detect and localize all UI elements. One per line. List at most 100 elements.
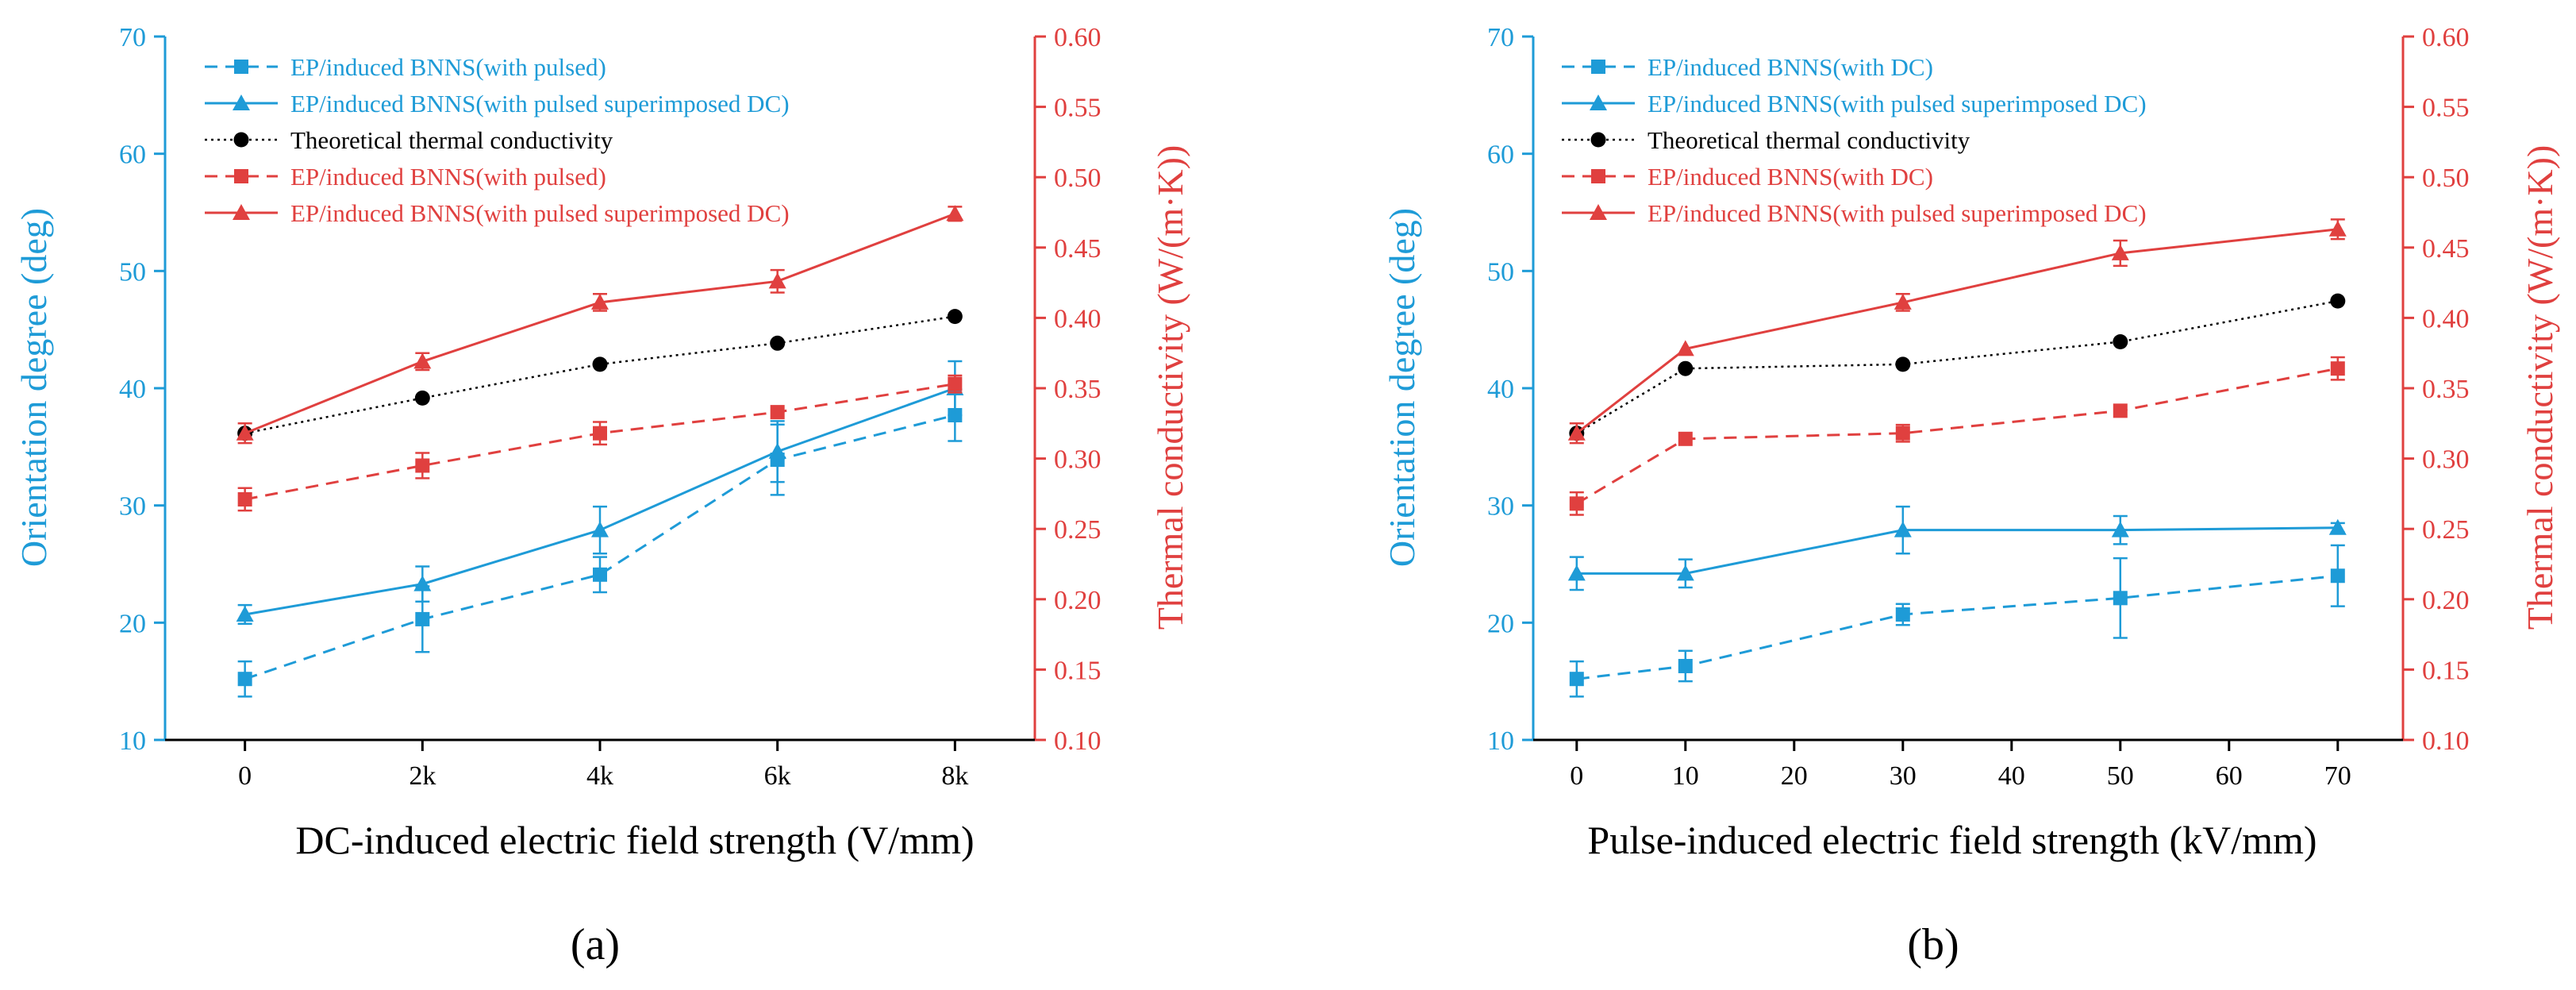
data-point-a-2 xyxy=(414,390,430,406)
data-point-b-0 xyxy=(2330,568,2345,584)
chart-panel-a: 0 2k 4k 6k 8k 10 20 30 40 50 60 70 0.10 0.15 0.20 0.25 0… xyxy=(13,23,1190,969)
legend-entry-b: EP/induced BNNS(with DC) xyxy=(1562,53,1933,81)
x-tick-label-b: 10 xyxy=(1672,761,1699,791)
y-right-tick-label-b: 0.20 xyxy=(2422,586,2470,615)
chart-panel-b: 0 10 20 30 40 50 60 70 10 20 30 40 50 60 70 0.10 0.15 0.2… xyxy=(1382,23,2560,969)
legend-entry-b: EP/induced BNNS(with pulsed superimposed… xyxy=(1562,90,2147,117)
y-left-tick-label-b: 60 xyxy=(1487,141,1514,170)
y-left-tick-label-a: 50 xyxy=(119,257,146,287)
y-left-tick-label-b: 10 xyxy=(1487,726,1514,756)
y-left-tick-label-a: 60 xyxy=(119,141,146,170)
data-point-b-2 xyxy=(1678,360,1694,376)
y-axis-left-title-b: Orientation degree (deg) xyxy=(1382,208,1422,567)
y-left-tick-label-a: 70 xyxy=(119,23,146,52)
data-point-b-1 xyxy=(2328,518,2347,535)
legend-marker-a xyxy=(233,94,250,110)
data-point-b-1 xyxy=(2111,521,2129,537)
y-right-tick-label-a: 0.40 xyxy=(1054,304,1102,333)
x-tick-label-b: 20 xyxy=(1781,761,1808,791)
y-left-tick-label-a: 10 xyxy=(119,726,146,756)
data-point-a-3 xyxy=(948,376,963,391)
y-left-tick-label-b: 50 xyxy=(1487,257,1514,287)
y-left-tick-label-b: 20 xyxy=(1487,609,1514,638)
data-point-a-1 xyxy=(413,575,432,591)
x-tick-label-a: 4k xyxy=(586,761,613,791)
legend-marker-b xyxy=(1591,169,1605,183)
y-right-tick-label-b: 0.30 xyxy=(2422,445,2470,475)
y-right-tick-label-a: 0.25 xyxy=(1054,515,1102,545)
series-b-0 xyxy=(1569,544,2345,698)
data-point-a-1 xyxy=(768,442,786,459)
series-line-a-2 xyxy=(244,315,955,434)
legend-b: EP/induced BNNS(with DC) EP/induced BNNS(… xyxy=(1562,53,2147,227)
legend-label-a: Theoretical thermal conductivity xyxy=(290,126,613,154)
panel-label-a: (a) xyxy=(571,920,620,969)
y-right-tick-label-b: 0.45 xyxy=(2422,234,2470,264)
legend-marker-b xyxy=(1590,132,1606,148)
data-point-a-3 xyxy=(593,426,607,441)
data-point-b-0 xyxy=(2113,591,2128,606)
y-left-tick-label-a: 20 xyxy=(119,609,146,638)
legend-label-b: Theoretical thermal conductivity xyxy=(1647,126,1970,154)
legend-entry-b: Theoretical thermal conductivity xyxy=(1562,126,1970,154)
series-b-4 xyxy=(1567,218,2347,445)
y-right-tick-label-a: 0.55 xyxy=(1054,94,1102,123)
data-point-b-4 xyxy=(1676,340,1694,356)
y-right-tick-label-a: 0.30 xyxy=(1054,445,1102,475)
legend-entry-a: EP/induced BNNS(with pulsed superimposed… xyxy=(205,199,790,227)
legend-label-a: EP/induced BNNS(with pulsed) xyxy=(290,163,606,191)
series-line-b-3 xyxy=(1576,367,2339,505)
legend-label-b: EP/induced BNNS(with DC) xyxy=(1647,53,1933,81)
y-right-tick-label-b: 0.60 xyxy=(2422,23,2470,52)
y-right-tick-label-a: 0.50 xyxy=(1054,164,1102,193)
legend-label-a: EP/induced BNNS(with pulsed superimposed… xyxy=(290,90,790,117)
legend-entry-b: EP/induced BNNS(with DC) xyxy=(1562,163,1933,191)
legend-entry-a: EP/induced BNNS(with pulsed) xyxy=(205,163,606,191)
y-left-tick-label-b: 40 xyxy=(1487,375,1514,404)
data-point-b-2 xyxy=(2113,334,2128,350)
data-point-b-0 xyxy=(1895,607,1910,622)
x-tick-label-b: 30 xyxy=(1890,761,1917,791)
data-point-a-4 xyxy=(236,424,254,441)
y-left-tick-label-a: 40 xyxy=(119,375,146,404)
legend-marker-b xyxy=(1590,204,1607,220)
series-b-1 xyxy=(1567,505,2347,591)
y-right-tick-label-a: 0.45 xyxy=(1054,234,1102,264)
data-point-a-3 xyxy=(415,458,430,473)
x-tick-label-b: 70 xyxy=(2324,761,2351,791)
data-point-a-4 xyxy=(591,293,609,310)
data-point-b-3 xyxy=(1678,431,1693,446)
data-point-b-2 xyxy=(2330,293,2346,309)
y-axis-left-title-a: Orientation degree (deg) xyxy=(13,208,54,567)
data-point-a-3 xyxy=(237,491,252,507)
data-point-a-2 xyxy=(770,335,786,351)
legend-entry-a: Theoretical thermal conductivity xyxy=(205,126,613,154)
x-axis-title-a: DC-induced electric field strength (V/mm… xyxy=(295,818,974,862)
legend-entry-a: EP/induced BNNS(with pulsed superimposed… xyxy=(205,90,790,117)
data-point-b-1 xyxy=(1567,564,1586,581)
legend-marker-b xyxy=(1591,60,1605,74)
legend-label-a: EP/induced BNNS(with pulsed) xyxy=(290,53,606,81)
y-right-tick-label-b: 0.10 xyxy=(2422,726,2470,756)
data-point-b-1 xyxy=(1676,564,1694,581)
y-right-tick-label-b: 0.50 xyxy=(2422,164,2470,193)
series-a-4 xyxy=(236,205,964,445)
data-point-b-3 xyxy=(1569,496,1584,511)
x-tick-label-a: 2k xyxy=(409,761,436,791)
y-left-tick-label-b: 70 xyxy=(1487,23,1514,52)
x-tick-label-b: 50 xyxy=(2107,761,2134,791)
series-a-3 xyxy=(237,374,963,512)
y-right-tick-label-a: 0.20 xyxy=(1054,586,1102,615)
y-right-tick-label-b: 0.25 xyxy=(2422,515,2470,545)
data-point-a-3 xyxy=(770,405,785,420)
series-b-3 xyxy=(1569,356,2345,516)
data-point-b-3 xyxy=(1895,426,1910,441)
panel-label-b: (b) xyxy=(1907,920,1959,969)
legend-marker-a xyxy=(233,132,249,148)
legend-label-b: EP/induced BNNS(with DC) xyxy=(1647,163,1933,191)
data-point-b-2 xyxy=(1895,356,1911,372)
x-axis-title-b: Pulse-induced electric field strength (k… xyxy=(1587,818,2316,862)
y-right-tick-label-b: 0.40 xyxy=(2422,304,2470,333)
